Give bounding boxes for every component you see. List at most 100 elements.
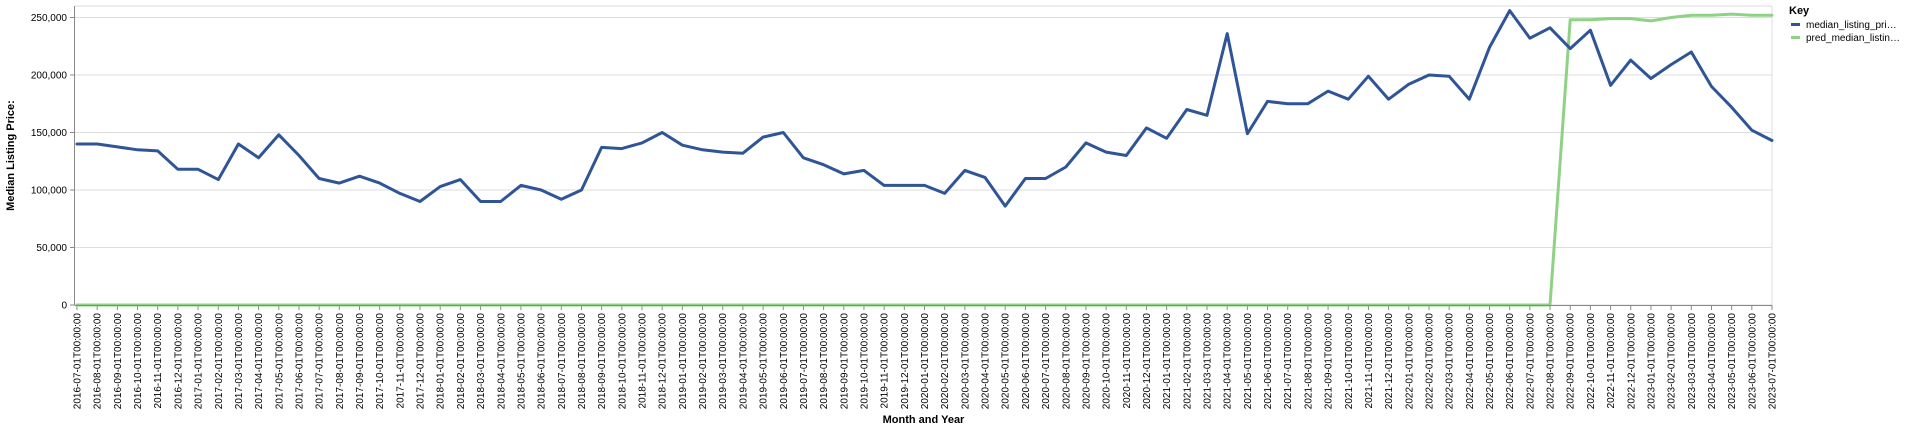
x-tick-label: 2023-07-01T00:00:00	[1768, 313, 1779, 410]
x-tick-label: 2017-01-01T00:00:00	[194, 313, 205, 410]
x-tick-label: 2019-04-01T00:00:00	[738, 313, 749, 410]
x-tick-label: 2019-11-01T00:00:00	[880, 313, 891, 409]
x-tick-label: 2021-08-01T00:00:00	[1303, 313, 1314, 410]
x-tick-label: 2019-09-01T00:00:00	[839, 313, 850, 410]
x-tick-label: 2023-06-01T00:00:00	[1747, 313, 1758, 410]
x-tick-label: 2023-05-01T00:00:00	[1727, 313, 1738, 410]
x-tick-label: 2020-11-01T00:00:00	[1122, 313, 1133, 409]
x-axis-title: Month and Year	[883, 414, 965, 426]
x-tick-label: 2021-03-01T00:00:00	[1203, 313, 1214, 410]
x-tick-label: 2021-02-01T00:00:00	[1182, 313, 1193, 410]
series-pred-median-listing-price	[75, 12, 1774, 307]
x-tick-label: 2018-01-01T00:00:00	[436, 313, 447, 410]
x-tick-label: 2017-02-01T00:00:00	[214, 313, 225, 410]
x-tick-label: 2020-04-01T00:00:00	[981, 313, 992, 410]
x-tick-label: 2019-01-01T00:00:00	[678, 313, 689, 410]
x-tick-label: 2021-10-01T00:00:00	[1344, 313, 1355, 410]
x-tick-label: 2022-08-01T00:00:00	[1546, 313, 1557, 410]
x-tick-label: 2023-03-01T00:00:00	[1687, 313, 1698, 410]
x-tick-label: 2021-04-01T00:00:00	[1223, 313, 1234, 410]
x-tick-label: 2017-12-01T00:00:00	[416, 313, 427, 410]
legend-label: pred_median_listin…	[1806, 33, 1900, 44]
x-tick-label: 2021-09-01T00:00:00	[1324, 313, 1335, 410]
x-tick-label: 2020-05-01T00:00:00	[1001, 313, 1012, 410]
x-tick-label: 2022-01-01T00:00:00	[1404, 313, 1415, 410]
x-tick-label: 2017-09-01T00:00:00	[355, 313, 366, 410]
series-line	[75, 12, 1774, 307]
x-tick-label: 2016-11-01T00:00:00	[153, 313, 164, 409]
x-tick-label: 2022-09-01T00:00:00	[1566, 313, 1577, 410]
series-line	[75, 9, 1774, 208]
series-median-listing-price	[75, 9, 1774, 208]
x-tick-label: 2020-10-01T00:00:00	[1102, 313, 1113, 410]
x-tick-label: 2019-03-01T00:00:00	[718, 313, 729, 410]
x-tick-label: 2016-10-01T00:00:00	[133, 313, 144, 410]
x-tick-label: 2018-06-01T00:00:00	[537, 313, 548, 410]
x-tick-label: 2017-08-01T00:00:00	[335, 313, 346, 410]
legend-label: median_listing_pri…	[1806, 20, 1897, 31]
x-tick-label: 2020-07-01T00:00:00	[1041, 313, 1052, 410]
x-tick-label: 2018-07-01T00:00:00	[557, 313, 568, 410]
x-tick-label: 2018-08-01T00:00:00	[577, 313, 588, 410]
x-tick-label: 2019-05-01T00:00:00	[759, 313, 770, 410]
y-tick-label: 150,000	[31, 128, 68, 139]
x-tick-label: 2022-07-01T00:00:00	[1525, 313, 1536, 410]
x-tick-label: 2017-05-01T00:00:00	[274, 313, 285, 410]
y-axis-title: Median Listing Price:	[5, 100, 17, 211]
x-tick-label: 2020-12-01T00:00:00	[1142, 313, 1153, 410]
x-tick-label: 2021-06-01T00:00:00	[1263, 313, 1274, 410]
series-lines	[75, 9, 1774, 307]
x-tick-label: 2020-03-01T00:00:00	[960, 313, 971, 410]
x-tick-label: 2020-02-01T00:00:00	[940, 313, 951, 410]
y-tick-label: 250,000	[31, 13, 68, 24]
x-tick-label: 2019-12-01T00:00:00	[900, 313, 911, 410]
grid-lines	[75, 5, 1773, 306]
x-tick-label: 2022-06-01T00:00:00	[1505, 313, 1516, 410]
x-tick-label: 2017-06-01T00:00:00	[294, 313, 305, 410]
x-tick-label: 2020-06-01T00:00:00	[1021, 313, 1032, 410]
x-tick-label: 2019-06-01T00:00:00	[779, 313, 790, 410]
legend-title: Key	[1789, 5, 1810, 17]
x-tick-label: 2018-04-01T00:00:00	[496, 313, 507, 410]
x-tick-label: 2022-02-01T00:00:00	[1424, 313, 1435, 410]
y-tick-label: 100,000	[31, 186, 68, 197]
x-tick-label: 2021-05-01T00:00:00	[1243, 313, 1254, 410]
x-tick-label: 2018-12-01T00:00:00	[658, 313, 669, 410]
x-tick-label: 2019-10-01T00:00:00	[859, 313, 870, 410]
x-tick-label: 2017-04-01T00:00:00	[254, 313, 265, 410]
x-tick-label: 2020-09-01T00:00:00	[1081, 313, 1092, 410]
y-axis-ticks: 0 50,000 100,000 150,000 200,000 250,000	[31, 13, 75, 312]
x-tick-label: 2016-07-01T00:00:00	[73, 313, 84, 410]
x-tick-label: 2018-09-01T00:00:00	[597, 313, 608, 410]
x-tick-label: 2022-03-01T00:00:00	[1445, 313, 1456, 410]
y-tick-label: 50,000	[36, 243, 67, 254]
x-tick-label: 2023-01-01T00:00:00	[1646, 313, 1657, 410]
x-tick-label: 2018-02-01T00:00:00	[456, 313, 467, 410]
x-tick-label: 2017-10-01T00:00:00	[375, 313, 386, 410]
x-tick-label: 2016-08-01T00:00:00	[93, 313, 104, 410]
y-tick-label: 200,000	[31, 71, 68, 82]
x-tick-label: 2022-05-01T00:00:00	[1485, 313, 1496, 410]
x-tick-label: 2019-08-01T00:00:00	[819, 313, 830, 410]
x-tick-label: 2022-04-01T00:00:00	[1465, 313, 1476, 410]
x-tick-label: 2022-12-01T00:00:00	[1626, 313, 1637, 410]
x-tick-label: 2016-09-01T00:00:00	[113, 313, 124, 410]
x-tick-label: 2017-03-01T00:00:00	[234, 313, 245, 410]
y-tick-label: 0	[61, 301, 67, 312]
x-tick-label: 2021-12-01T00:00:00	[1384, 313, 1395, 410]
x-tick-label: 2020-08-01T00:00:00	[1061, 313, 1072, 410]
x-tick-label: 2018-05-01T00:00:00	[516, 313, 527, 410]
x-tick-label: 2018-11-01T00:00:00	[638, 313, 649, 409]
x-tick-label: 2016-12-01T00:00:00	[173, 313, 184, 410]
x-tick-label: 2023-02-01T00:00:00	[1667, 313, 1678, 410]
x-tick-label: 2019-07-01T00:00:00	[799, 313, 810, 410]
x-tick-label: 2018-03-01T00:00:00	[476, 313, 487, 410]
x-tick-label: 2022-10-01T00:00:00	[1586, 313, 1597, 410]
x-tick-label: 2021-01-01T00:00:00	[1162, 313, 1173, 410]
legend: Key median_listing_pri… pred_median_listi…	[1789, 5, 1900, 44]
x-tick-label: 2017-07-01T00:00:00	[315, 313, 326, 410]
x-tick-label: 2022-11-01T00:00:00	[1606, 313, 1617, 409]
x-tick-label: 2019-02-01T00:00:00	[698, 313, 709, 410]
x-tick-label: 2020-01-01T00:00:00	[920, 313, 931, 410]
